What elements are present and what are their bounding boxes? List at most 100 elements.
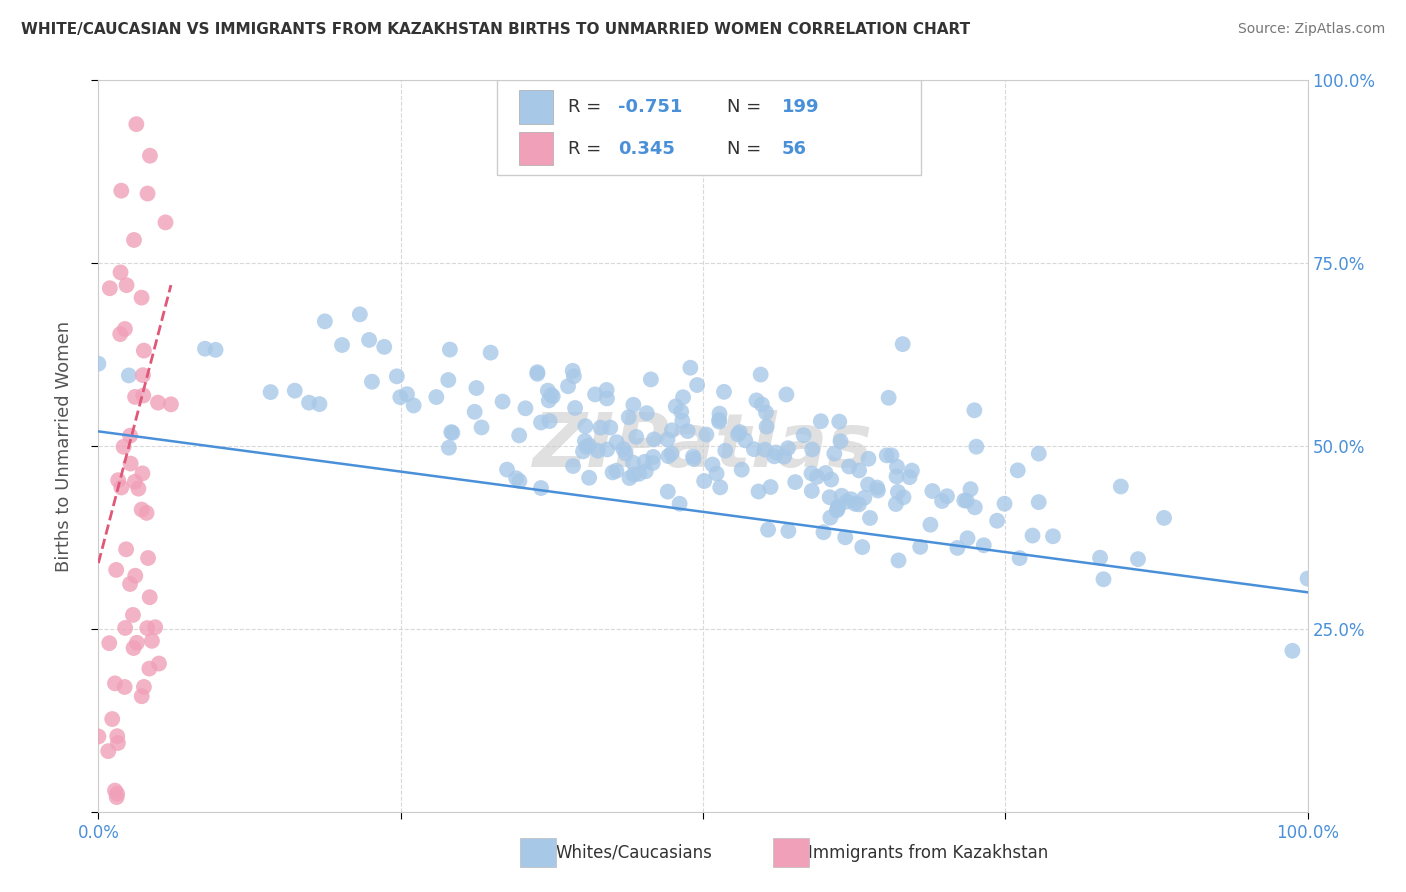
Point — [886, 469, 908, 483]
Point — [574, 434, 596, 448]
Point — [858, 451, 880, 466]
Point — [440, 425, 463, 439]
Point — [612, 442, 634, 456]
Point — [866, 483, 889, 498]
Point — [727, 427, 749, 442]
Point — [537, 384, 560, 398]
Point — [105, 787, 128, 801]
Point — [122, 233, 145, 247]
Point — [707, 415, 730, 429]
Point — [728, 425, 751, 439]
Text: R =: R = — [568, 98, 606, 116]
Point — [98, 636, 121, 650]
Point — [596, 442, 619, 457]
Point — [828, 415, 851, 429]
Bar — [519, 132, 553, 165]
Point — [496, 462, 519, 476]
Text: WHITE/CAUCASIAN VS IMMIGRANTS FROM KAZAKHSTAN BIRTHS TO UNMARRIED WOMEN CORRELAT: WHITE/CAUCASIAN VS IMMIGRANTS FROM KAZAK… — [21, 22, 970, 37]
Point — [839, 492, 862, 507]
Point — [146, 395, 169, 409]
Point — [624, 430, 647, 444]
Point — [672, 390, 695, 404]
Point — [920, 517, 942, 532]
Point — [893, 490, 915, 504]
Point — [643, 450, 665, 464]
Point — [682, 450, 704, 464]
Point — [628, 467, 651, 481]
Point — [538, 414, 561, 428]
Point — [657, 433, 679, 447]
Point — [636, 406, 658, 420]
Point — [886, 459, 908, 474]
Point — [114, 621, 136, 635]
Point — [125, 117, 148, 131]
Point — [1028, 447, 1050, 461]
Point — [657, 449, 679, 463]
Point — [693, 474, 716, 488]
Point — [820, 510, 842, 524]
Point — [124, 475, 146, 489]
Point — [104, 783, 127, 797]
Point — [619, 471, 641, 485]
Point — [936, 489, 959, 503]
Point — [775, 387, 797, 401]
Point — [661, 446, 683, 460]
Point — [118, 368, 141, 383]
Point — [742, 442, 765, 457]
Text: Source: ZipAtlas.com: Source: ZipAtlas.com — [1237, 22, 1385, 37]
Point — [314, 314, 336, 328]
Point — [194, 342, 217, 356]
Point — [614, 446, 637, 460]
Point — [640, 372, 662, 386]
Point — [491, 394, 513, 409]
Point — [891, 337, 914, 351]
Point — [349, 307, 371, 321]
Point — [973, 538, 995, 552]
Point — [132, 368, 155, 383]
Point — [755, 419, 778, 434]
Point — [884, 497, 907, 511]
Point — [993, 497, 1015, 511]
Point — [749, 368, 772, 382]
Point — [583, 387, 606, 401]
Point — [120, 428, 142, 442]
Point — [515, 401, 537, 416]
Point — [682, 452, 704, 467]
Point — [155, 215, 177, 229]
Point — [965, 440, 987, 454]
Text: R =: R = — [568, 140, 606, 158]
Point — [754, 442, 776, 457]
Point — [361, 375, 384, 389]
FancyBboxPatch shape — [498, 80, 921, 176]
Point — [679, 360, 702, 375]
Point — [1088, 550, 1111, 565]
Point — [785, 475, 807, 489]
Point — [110, 327, 132, 342]
Point — [141, 633, 163, 648]
Point — [204, 343, 226, 357]
Point — [122, 641, 145, 656]
Point — [389, 390, 412, 404]
Point — [385, 369, 408, 384]
Point — [695, 427, 717, 442]
Point — [595, 383, 617, 397]
Point — [131, 467, 153, 481]
Bar — [519, 90, 553, 124]
Point — [464, 405, 486, 419]
Point — [589, 420, 612, 434]
Point — [877, 391, 900, 405]
Point — [425, 390, 447, 404]
Point — [830, 434, 852, 449]
Point — [541, 389, 564, 403]
Point — [508, 428, 530, 442]
Point — [1109, 479, 1132, 493]
Point — [115, 278, 138, 293]
Point — [471, 420, 494, 434]
Point — [621, 456, 644, 470]
Point — [530, 481, 553, 495]
Text: N =: N = — [727, 98, 768, 116]
Point — [751, 397, 773, 411]
Point — [138, 590, 160, 604]
Point — [125, 636, 148, 650]
Point — [105, 729, 128, 743]
